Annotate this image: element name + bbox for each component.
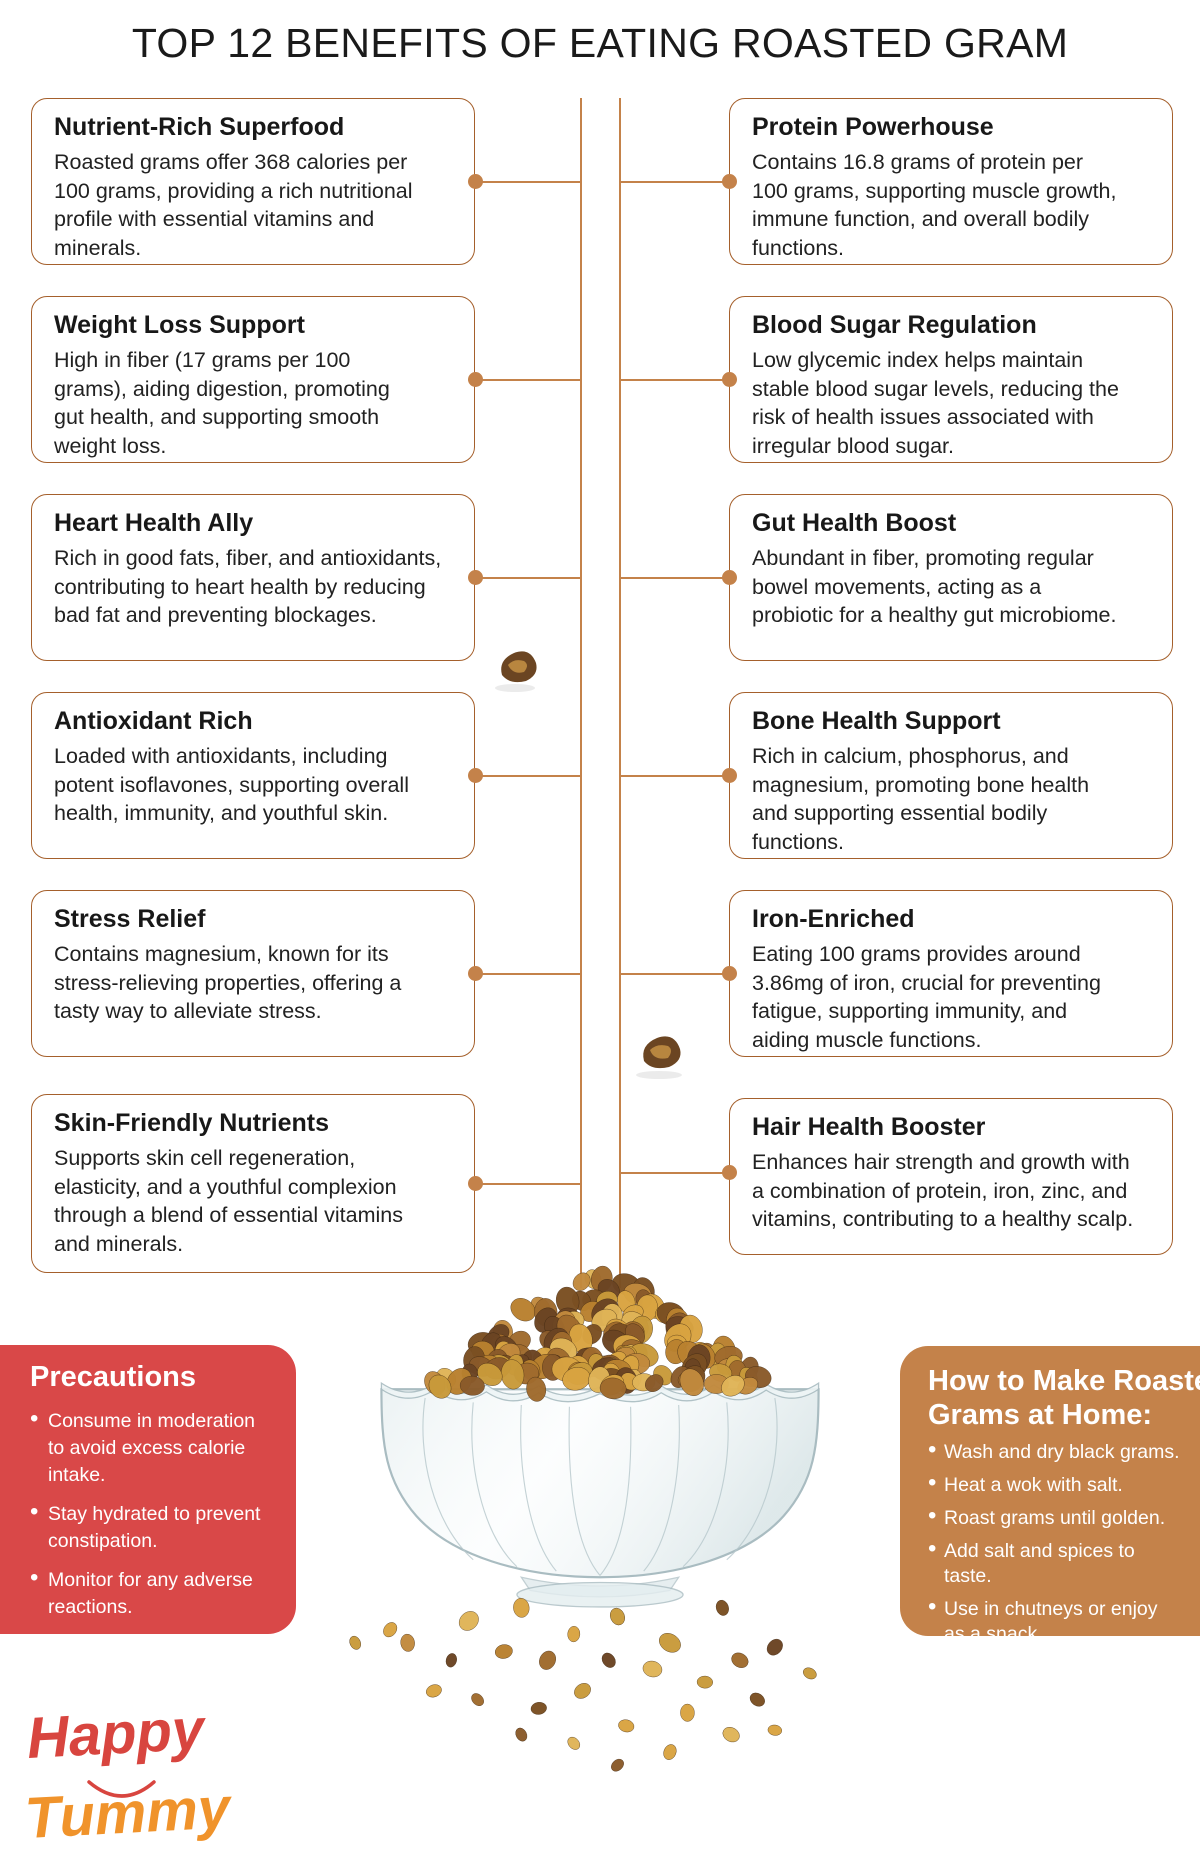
svg-text:Happy: Happy	[26, 1700, 208, 1771]
svg-text:Tummy: Tummy	[26, 1775, 234, 1851]
